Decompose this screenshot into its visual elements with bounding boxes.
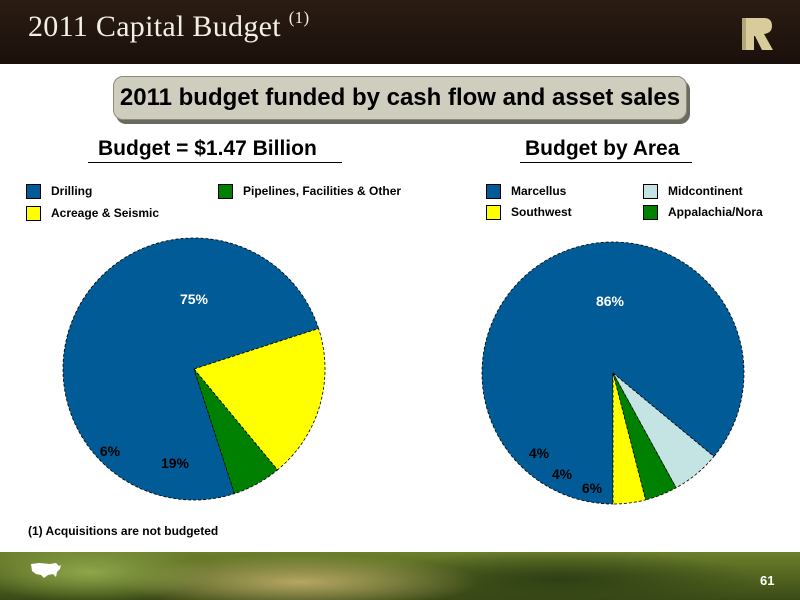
legend-swatch [218, 183, 233, 199]
title-footnote-marker: (1) [288, 8, 310, 27]
pie-slice-southwest [612, 372, 647, 505]
legend-label: Southwest [511, 205, 572, 219]
legend-swatch [26, 205, 41, 221]
legend-item-marcellus: Marcellus [486, 183, 566, 199]
pie-data-label: 75% [180, 291, 209, 307]
legend-item-acreage: Acreage & Seismic [26, 205, 159, 221]
pie-data-label: 6% [582, 480, 603, 496]
pie-slice-pipelines-facilities-other [193, 368, 279, 495]
title-underline [520, 162, 692, 163]
page-number: 61 [760, 573, 775, 588]
footnote: (1) Acquisitions are not budgeted [28, 524, 219, 538]
company-logo [742, 18, 773, 50]
legend-item-pipelines: Pipelines, Facilities & Other [218, 183, 401, 199]
legend-label: Marcellus [511, 184, 567, 198]
legend-item-appalachia: Appalachia/Nora [643, 204, 763, 220]
legend-label: Appalachia/Nora [668, 205, 763, 219]
legend-swatch [486, 183, 501, 199]
header-bar [0, 0, 800, 64]
title-underline [88, 162, 342, 163]
page-title: 2011 Capital Budget (1) [28, 8, 310, 43]
legend-label: Drilling [51, 184, 93, 198]
footer-landscape [0, 552, 800, 600]
pie-data-label: 4% [529, 445, 550, 461]
legend-swatch [26, 183, 41, 199]
pie-slice-appalachia-nora [612, 372, 677, 501]
banner-callout: 2011 budget funded by cash flow and asse… [113, 76, 687, 120]
pie-data-label: 86% [596, 293, 625, 309]
budget-total-title: Budget = $1.47 Billion [98, 137, 317, 160]
pie-slice-acreage-seismic [193, 328, 326, 471]
pie-data-label: 4% [552, 466, 573, 482]
legend-label: Acreage & Seismic [51, 206, 160, 220]
area-pie-chart: 86% 6% 4%4% [481, 241, 745, 505]
legend-swatch [643, 183, 658, 199]
legend-item-southwest: Southwest [486, 204, 572, 220]
budget-by-area-title: Budget by Area [525, 137, 680, 160]
legend-swatch [643, 204, 658, 220]
budget-pie-chart: 75% 19% 6% [62, 237, 326, 501]
legend-item-midcontinent: Midcontinent [643, 183, 743, 199]
us-map-icon [31, 563, 61, 578]
legend-label: Pipelines, Facilities & Other [243, 184, 402, 198]
legend-label: Midcontinent [668, 184, 743, 198]
pie-data-label: 6% [100, 443, 121, 459]
legend-item-drilling: Drilling [26, 183, 92, 199]
legend-swatch [486, 204, 501, 220]
pie-slice-drilling [62, 237, 320, 501]
pie-data-label: 19% [161, 455, 190, 471]
